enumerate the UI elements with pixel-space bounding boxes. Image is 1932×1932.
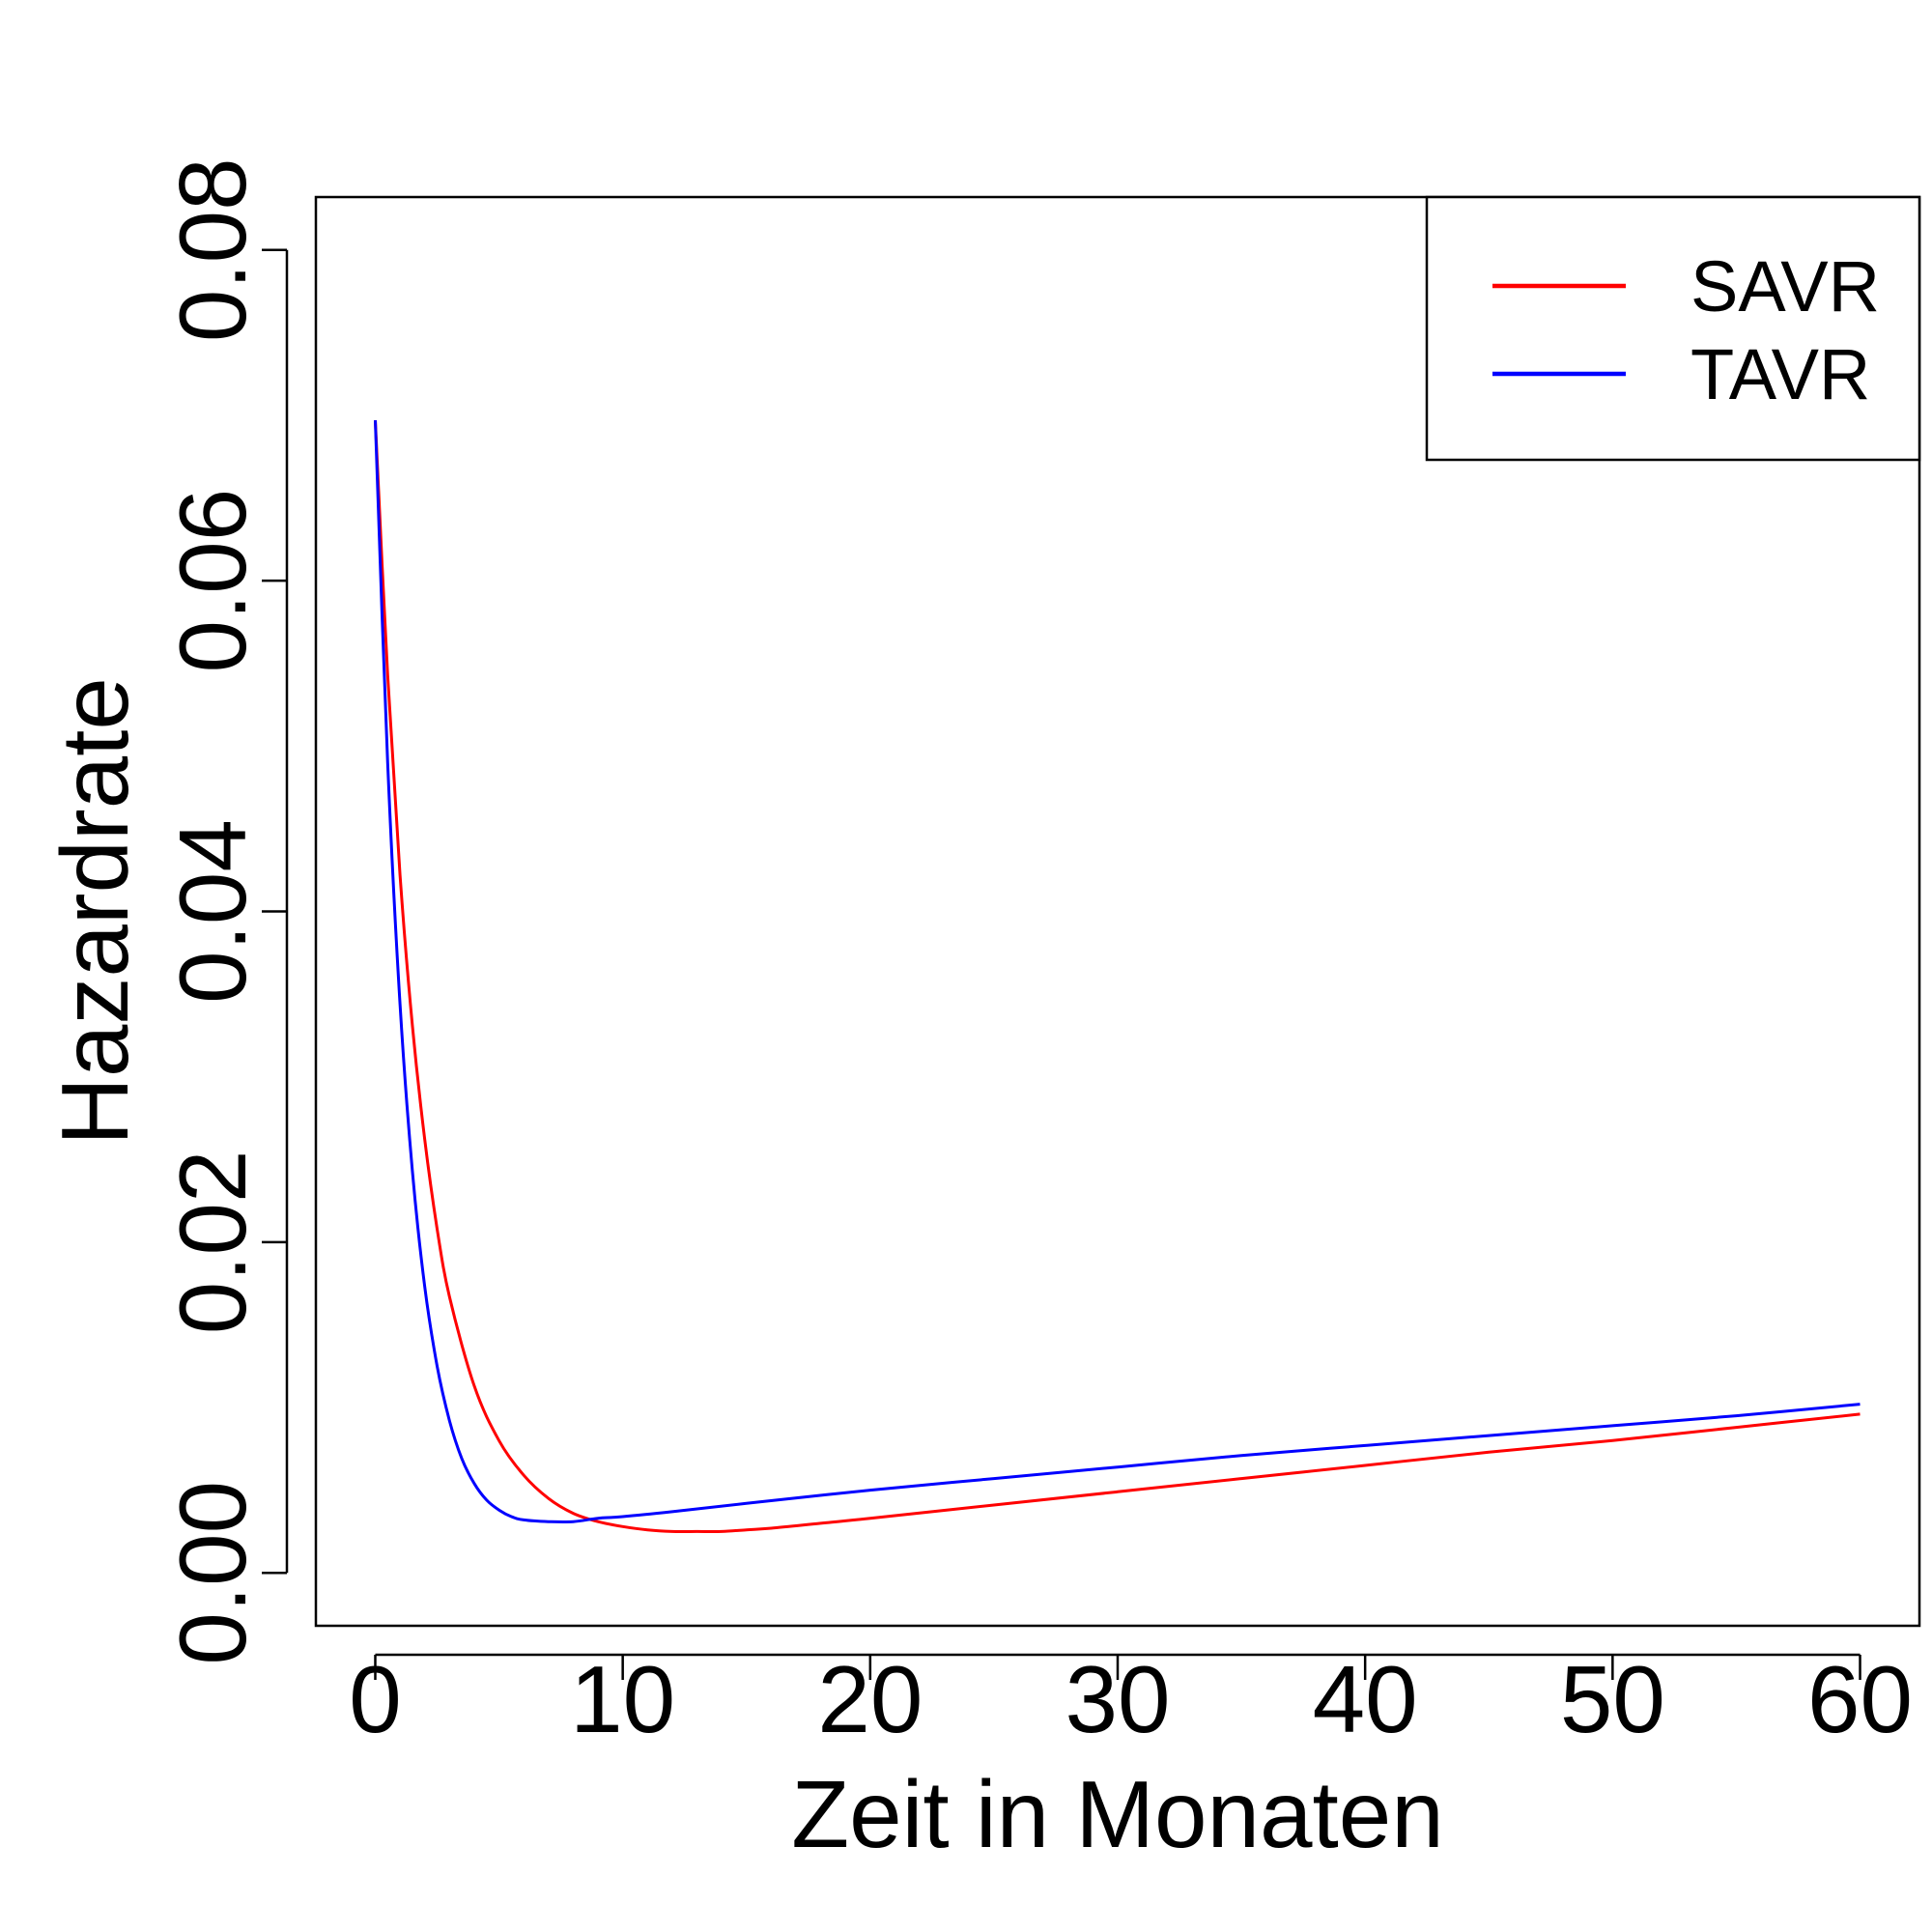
x-tick-label: 50 [1560,1646,1665,1752]
y-tick-label: 0.02 [159,1150,266,1334]
series-line-tavr [374,420,1861,1523]
y-tick-label: 0.06 [159,489,266,673]
x-tick-label: 20 [817,1646,923,1752]
y-tick-label: 0.00 [159,1481,266,1665]
plot-frame [314,195,1921,1628]
x-tick-label: 40 [1313,1646,1418,1752]
legend-label-tavr: TAVR [1690,334,1870,414]
series-line-savr [374,420,1861,1534]
legend-box [1425,195,1921,462]
x-axis-label: Zeit in Monaten [791,1761,1443,1867]
y-tick-label: 0.08 [159,157,266,342]
x-tick-label: 0 [349,1646,402,1752]
x-tick-label: 30 [1065,1646,1170,1752]
series-layer [374,420,1861,1534]
y-axis-label: Hazardrate [42,677,148,1146]
axes-layer: 0 10 20 30 40 50 60 0.00 0.02 0.04 0.06 0.08 [159,157,1921,1752]
x-tick-label: 60 [1807,1646,1913,1752]
y-tick-label: 0.04 [159,819,266,1004]
legend-label-savr: SAVR [1690,246,1880,327]
x-tick-label: 10 [570,1646,675,1752]
